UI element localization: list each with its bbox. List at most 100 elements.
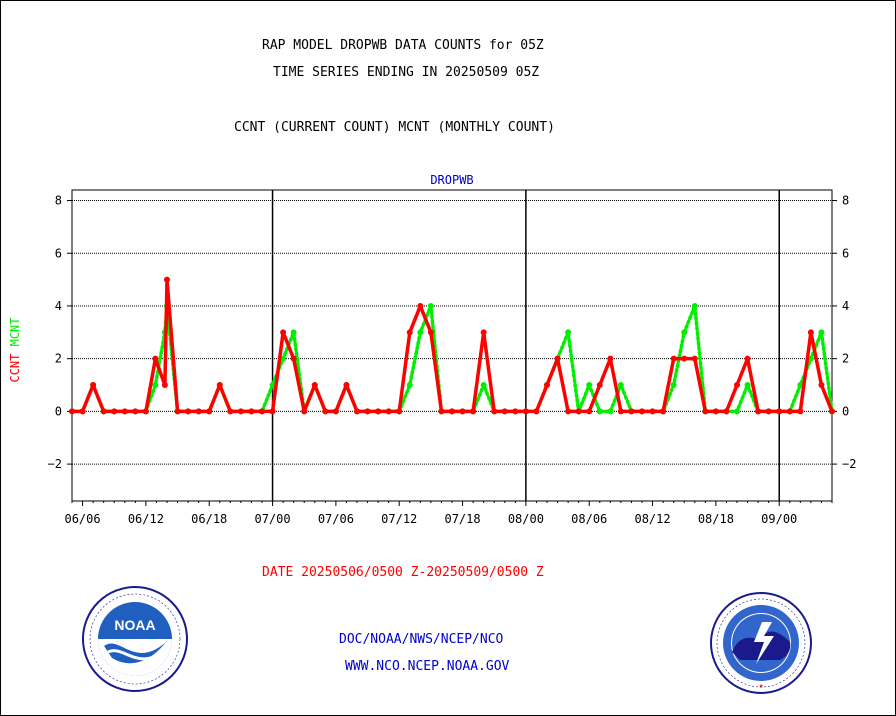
data-point-ccnt: [111, 408, 118, 415]
data-point-mcnt: [586, 382, 593, 389]
data-point-ccnt: [237, 408, 244, 415]
data-point-ccnt: [712, 408, 719, 415]
noaa-logo-icon: NOAA: [82, 586, 188, 692]
data-point-ccnt: [786, 408, 793, 415]
data-point-ccnt: [702, 408, 709, 415]
data-point-ccnt: [459, 408, 466, 415]
y-tick-label-right: −2: [842, 457, 856, 471]
data-point-ccnt: [596, 382, 603, 389]
data-point-mcnt: [818, 329, 825, 336]
data-point-ccnt: [438, 408, 445, 415]
data-point-ccnt: [449, 408, 455, 415]
data-point-ccnt: [723, 408, 730, 415]
x-tick-label: 08/06: [571, 512, 607, 526]
data-point-ccnt: [301, 408, 308, 415]
y-tick-label-right: 6: [842, 246, 849, 260]
data-point-ccnt: [216, 382, 223, 389]
data-point-ccnt: [427, 329, 434, 336]
data-point-ccnt: [206, 408, 213, 415]
panel-title: DROPWB: [430, 173, 473, 187]
y-tick-label-left: 0: [55, 404, 62, 418]
data-point-ccnt: [195, 408, 202, 415]
x-tick-label: 06/18: [191, 512, 227, 526]
svg-text:★: ★: [759, 681, 764, 690]
data-point-ccnt: [607, 355, 614, 362]
y-tick-label-right: 2: [842, 352, 849, 366]
data-point-ccnt: [417, 302, 424, 309]
data-point-mcnt: [596, 408, 603, 415]
data-point-mcnt: [269, 382, 276, 389]
data-point-ccnt: [797, 408, 804, 415]
time-series-chart: DROPWB CCNT MCNT −2 −2 0 0 2 2 4 4 6 6 8 8 06/06 06/12 0…: [8, 173, 856, 526]
data-point-ccnt: [501, 408, 508, 415]
noaa-logo-text: NOAA: [114, 617, 155, 633]
data-point-mcnt: [670, 382, 677, 389]
data-point-mcnt: [797, 382, 804, 389]
data-point-ccnt: [575, 408, 582, 415]
series-line-ccnt: [72, 277, 834, 414]
data-point-ccnt: [776, 408, 783, 415]
y-axis-label: CCNT MCNT: [8, 317, 22, 382]
data-point-mcnt: [617, 382, 624, 389]
data-point-ccnt: [280, 329, 287, 336]
chart-title-line2: TIME SERIES ENDING IN 20250509 05Z: [273, 65, 540, 80]
data-point-ccnt: [406, 329, 413, 336]
data-point-ccnt: [755, 408, 762, 415]
data-point-mcnt: [480, 382, 487, 389]
org-line1: DOC/NOAA/NWS/NCEP/NCO: [339, 632, 504, 647]
data-point-ccnt: [132, 408, 139, 415]
x-tick-label: 06/06: [64, 512, 100, 526]
data-point-mcnt: [744, 382, 751, 389]
chart-subtitle: CCNT (CURRENT COUNT) MCNT (MONTHLY COUNT…: [234, 120, 555, 135]
y-tick-label-right: 8: [842, 194, 849, 208]
y-tick-label-left: 8: [55, 194, 62, 208]
data-point-ccnt: [269, 408, 276, 415]
data-point-ccnt: [807, 329, 814, 336]
data-point-ccnt: [385, 408, 392, 415]
data-point-ccnt: [660, 408, 667, 415]
data-point-ccnt: [164, 276, 170, 283]
data-point-ccnt: [617, 408, 624, 415]
data-point-ccnt: [396, 408, 403, 415]
data-point-ccnt: [322, 408, 329, 415]
data-point-mcnt: [807, 355, 814, 362]
data-point-mcnt: [565, 329, 572, 336]
data-point-ccnt: [259, 408, 265, 415]
data-point-ccnt: [744, 355, 751, 362]
chart-title-line1: RAP MODEL DROPWB DATA COUNTS for 05Z: [262, 38, 544, 53]
data-point-mcnt: [681, 329, 688, 336]
data-point-ccnt: [522, 408, 529, 415]
y-tick-label-left: −2: [48, 457, 62, 471]
y-tick-label-left: 2: [55, 352, 62, 366]
x-tick-label: 07/18: [444, 512, 480, 526]
data-point-ccnt: [554, 355, 561, 362]
data-point-ccnt: [375, 408, 382, 415]
data-point-ccnt: [512, 408, 519, 415]
data-point-mcnt: [290, 329, 297, 336]
y-tick-label-left: 6: [55, 246, 62, 260]
data-point-ccnt: [818, 382, 825, 389]
nws-logo-icon: ★: [710, 592, 812, 694]
data-point-ccnt: [544, 382, 550, 389]
data-point-ccnt: [343, 382, 350, 389]
data-point-mcnt: [607, 408, 614, 415]
data-point-ccnt: [227, 408, 234, 415]
data-point-ccnt: [311, 382, 318, 389]
data-point-mcnt: [427, 302, 434, 309]
date-range-label: DATE 20250506/0500 Z-20250509/0500 Z: [262, 565, 544, 580]
data-point-ccnt: [332, 408, 339, 415]
data-point-mcnt: [152, 382, 159, 389]
data-point-ccnt: [69, 408, 75, 415]
data-point-ccnt: [185, 408, 192, 415]
data-point-ccnt: [152, 355, 159, 362]
data-point-ccnt: [90, 382, 97, 389]
data-point-ccnt: [681, 355, 688, 362]
data-point-ccnt: [121, 408, 128, 415]
data-point-ccnt: [290, 355, 297, 362]
x-tick-label: 09/00: [761, 512, 797, 526]
plot-border: [71, 189, 833, 502]
data-point-ccnt: [765, 408, 772, 415]
data-point-ccnt: [586, 408, 593, 415]
y-tick-label-right: 0: [842, 404, 849, 418]
data-point-ccnt: [734, 382, 740, 389]
